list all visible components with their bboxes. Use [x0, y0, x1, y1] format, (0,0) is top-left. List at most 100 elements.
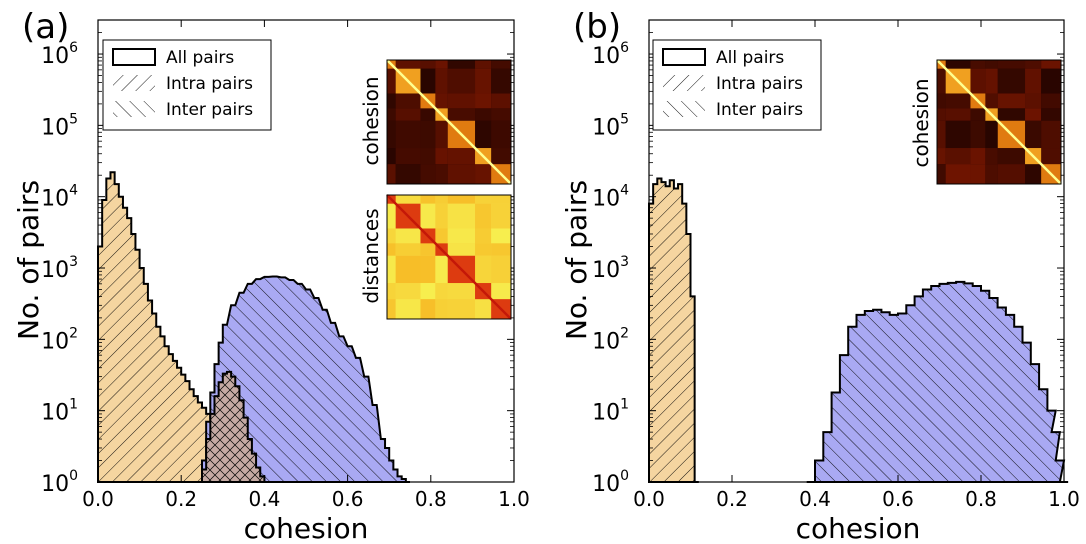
- heatmap-cell: [387, 203, 396, 229]
- heatmap-cell: [420, 108, 436, 121]
- axis-ticks: 0.0 0.2 0.4 0.6 0.8 1.0 100 101 102 103 104 105 106: [41, 19, 530, 511]
- panel-label: (b): [573, 7, 621, 47]
- y-tick-label: 100: [592, 468, 629, 497]
- x-axis-label: cohesion: [244, 512, 369, 544]
- heatmap-cell: [420, 164, 436, 184]
- heatmap-cell: [1025, 93, 1042, 109]
- heatmap-cell: [447, 195, 476, 204]
- heatmap-cell: [945, 108, 971, 121]
- heatmap-cell: [945, 164, 971, 184]
- heatmap-cell: [985, 148, 998, 165]
- heatmap-cell: [985, 68, 998, 94]
- y-tick-label: 105: [41, 111, 78, 140]
- heatmap-cell: [447, 243, 476, 256]
- panel-b: (b) No. of pairs cohesion 0.0 0.2 0.4 0.6 0.…: [560, 7, 1080, 544]
- heatmap-cell: [475, 120, 492, 149]
- y-axis-label: No. of pairs: [12, 180, 45, 340]
- heatmap-cell: [937, 120, 946, 149]
- heatmap-cell: [435, 68, 448, 94]
- heatmap-cell: [491, 68, 511, 94]
- heatmap-cell: [937, 148, 946, 165]
- heatmap-cell: [491, 195, 511, 204]
- series-outline: [806, 280, 1069, 483]
- heatmap-cell: [475, 60, 492, 69]
- x-tick-label: 0.2: [165, 487, 197, 511]
- x-tick-label: 0.2: [716, 487, 748, 511]
- heatmap-cell: [395, 93, 421, 109]
- heatmap-cell: [447, 283, 476, 300]
- legend: All pairs Intra pairs Inter pairs: [102, 39, 272, 131]
- heatmap-cell: [395, 148, 421, 165]
- y-tick-label: 102: [592, 325, 629, 354]
- legend-swatch-intra: [663, 75, 705, 91]
- heatmap-cell: [447, 108, 476, 121]
- heatmap-cell: [420, 60, 436, 69]
- heatmap-diagonal: [386, 59, 512, 185]
- y-tick-label: 104: [41, 183, 78, 212]
- heatmap-cell: [387, 164, 396, 184]
- heatmap-cell: [420, 195, 436, 204]
- x-tick-label: 1.0: [498, 487, 530, 511]
- heatmap-cell: [447, 203, 476, 229]
- heatmap-frame: [386, 194, 512, 320]
- heatmap-cell: [997, 68, 1026, 94]
- plot-area: [648, 177, 1069, 483]
- legend: All pairs Intra pairs Inter pairs: [652, 39, 822, 131]
- heatmap-cell: [945, 120, 971, 149]
- heatmap-cell: [387, 243, 396, 256]
- y-tick-label: 100: [41, 468, 78, 497]
- heatmap-cell: [435, 283, 448, 300]
- heatmap-cell: [387, 283, 396, 300]
- heatmap-cell: [1025, 60, 1042, 69]
- heatmap-cell: [1041, 108, 1061, 121]
- heatmap-cell: [387, 93, 396, 109]
- x-tick-label: 0.4: [799, 487, 831, 511]
- heatmap-cell: [937, 68, 946, 94]
- x-tick-label: 0.0: [82, 487, 114, 511]
- heatmap-cell: [447, 148, 476, 165]
- axes-frame: [97, 19, 515, 483]
- heatmap-cell: [997, 148, 1026, 165]
- heatmap-cell: [435, 120, 448, 149]
- heatmap-cell: [475, 108, 492, 121]
- heatmap-cell: [395, 164, 421, 184]
- heatmap-cell: [395, 299, 421, 319]
- series-outline: [197, 275, 410, 483]
- heatmap-cell: [420, 203, 436, 229]
- heatmap-cell: [1041, 68, 1061, 94]
- legend-label-all: All pairs: [716, 48, 784, 68]
- heatmap-cell: [945, 93, 971, 109]
- y-tick-label: 106: [41, 40, 78, 69]
- inset-cohesion-heatmap: [936, 59, 1062, 185]
- inset-distances-heatmap: [386, 194, 512, 320]
- heatmap-cell: [420, 120, 436, 149]
- heatmap-cell: [387, 228, 396, 244]
- legend-swatch-all: [662, 48, 706, 66]
- heatmap-cell: [970, 120, 986, 149]
- legend-label-inter: Inter pairs: [166, 100, 253, 120]
- x-tick-label: 0.4: [248, 487, 280, 511]
- heatmap-cell: [420, 255, 436, 284]
- heatmap-cell: [387, 299, 396, 319]
- legend-label-inter: Inter pairs: [716, 100, 803, 120]
- heatmap-diagonal: [936, 59, 1062, 185]
- legend-swatch-inter: [663, 101, 705, 117]
- heatmap-cell: [985, 120, 998, 149]
- heatmap-cell: [475, 299, 492, 319]
- heatmap-cell: [1041, 148, 1061, 165]
- heatmap-cell: [985, 93, 998, 109]
- heatmap-cell: [387, 255, 396, 284]
- heatmap-frame: [936, 59, 1062, 185]
- y-tick-label: 103: [592, 254, 629, 283]
- heatmap-cell: [395, 243, 421, 256]
- heatmap-cell: [970, 108, 986, 121]
- heatmap-cell: [435, 60, 448, 69]
- heatmap-cell: [447, 228, 476, 244]
- heatmap-cell: [1041, 60, 1061, 69]
- heatmap-cell: [491, 255, 511, 284]
- series-inter-pairs: [197, 275, 410, 483]
- heatmap-cell: [435, 255, 448, 284]
- inset-label-cohesion: cohesion: [909, 78, 933, 167]
- heatmap-cell: [420, 148, 436, 165]
- heatmap-cell: [475, 195, 492, 204]
